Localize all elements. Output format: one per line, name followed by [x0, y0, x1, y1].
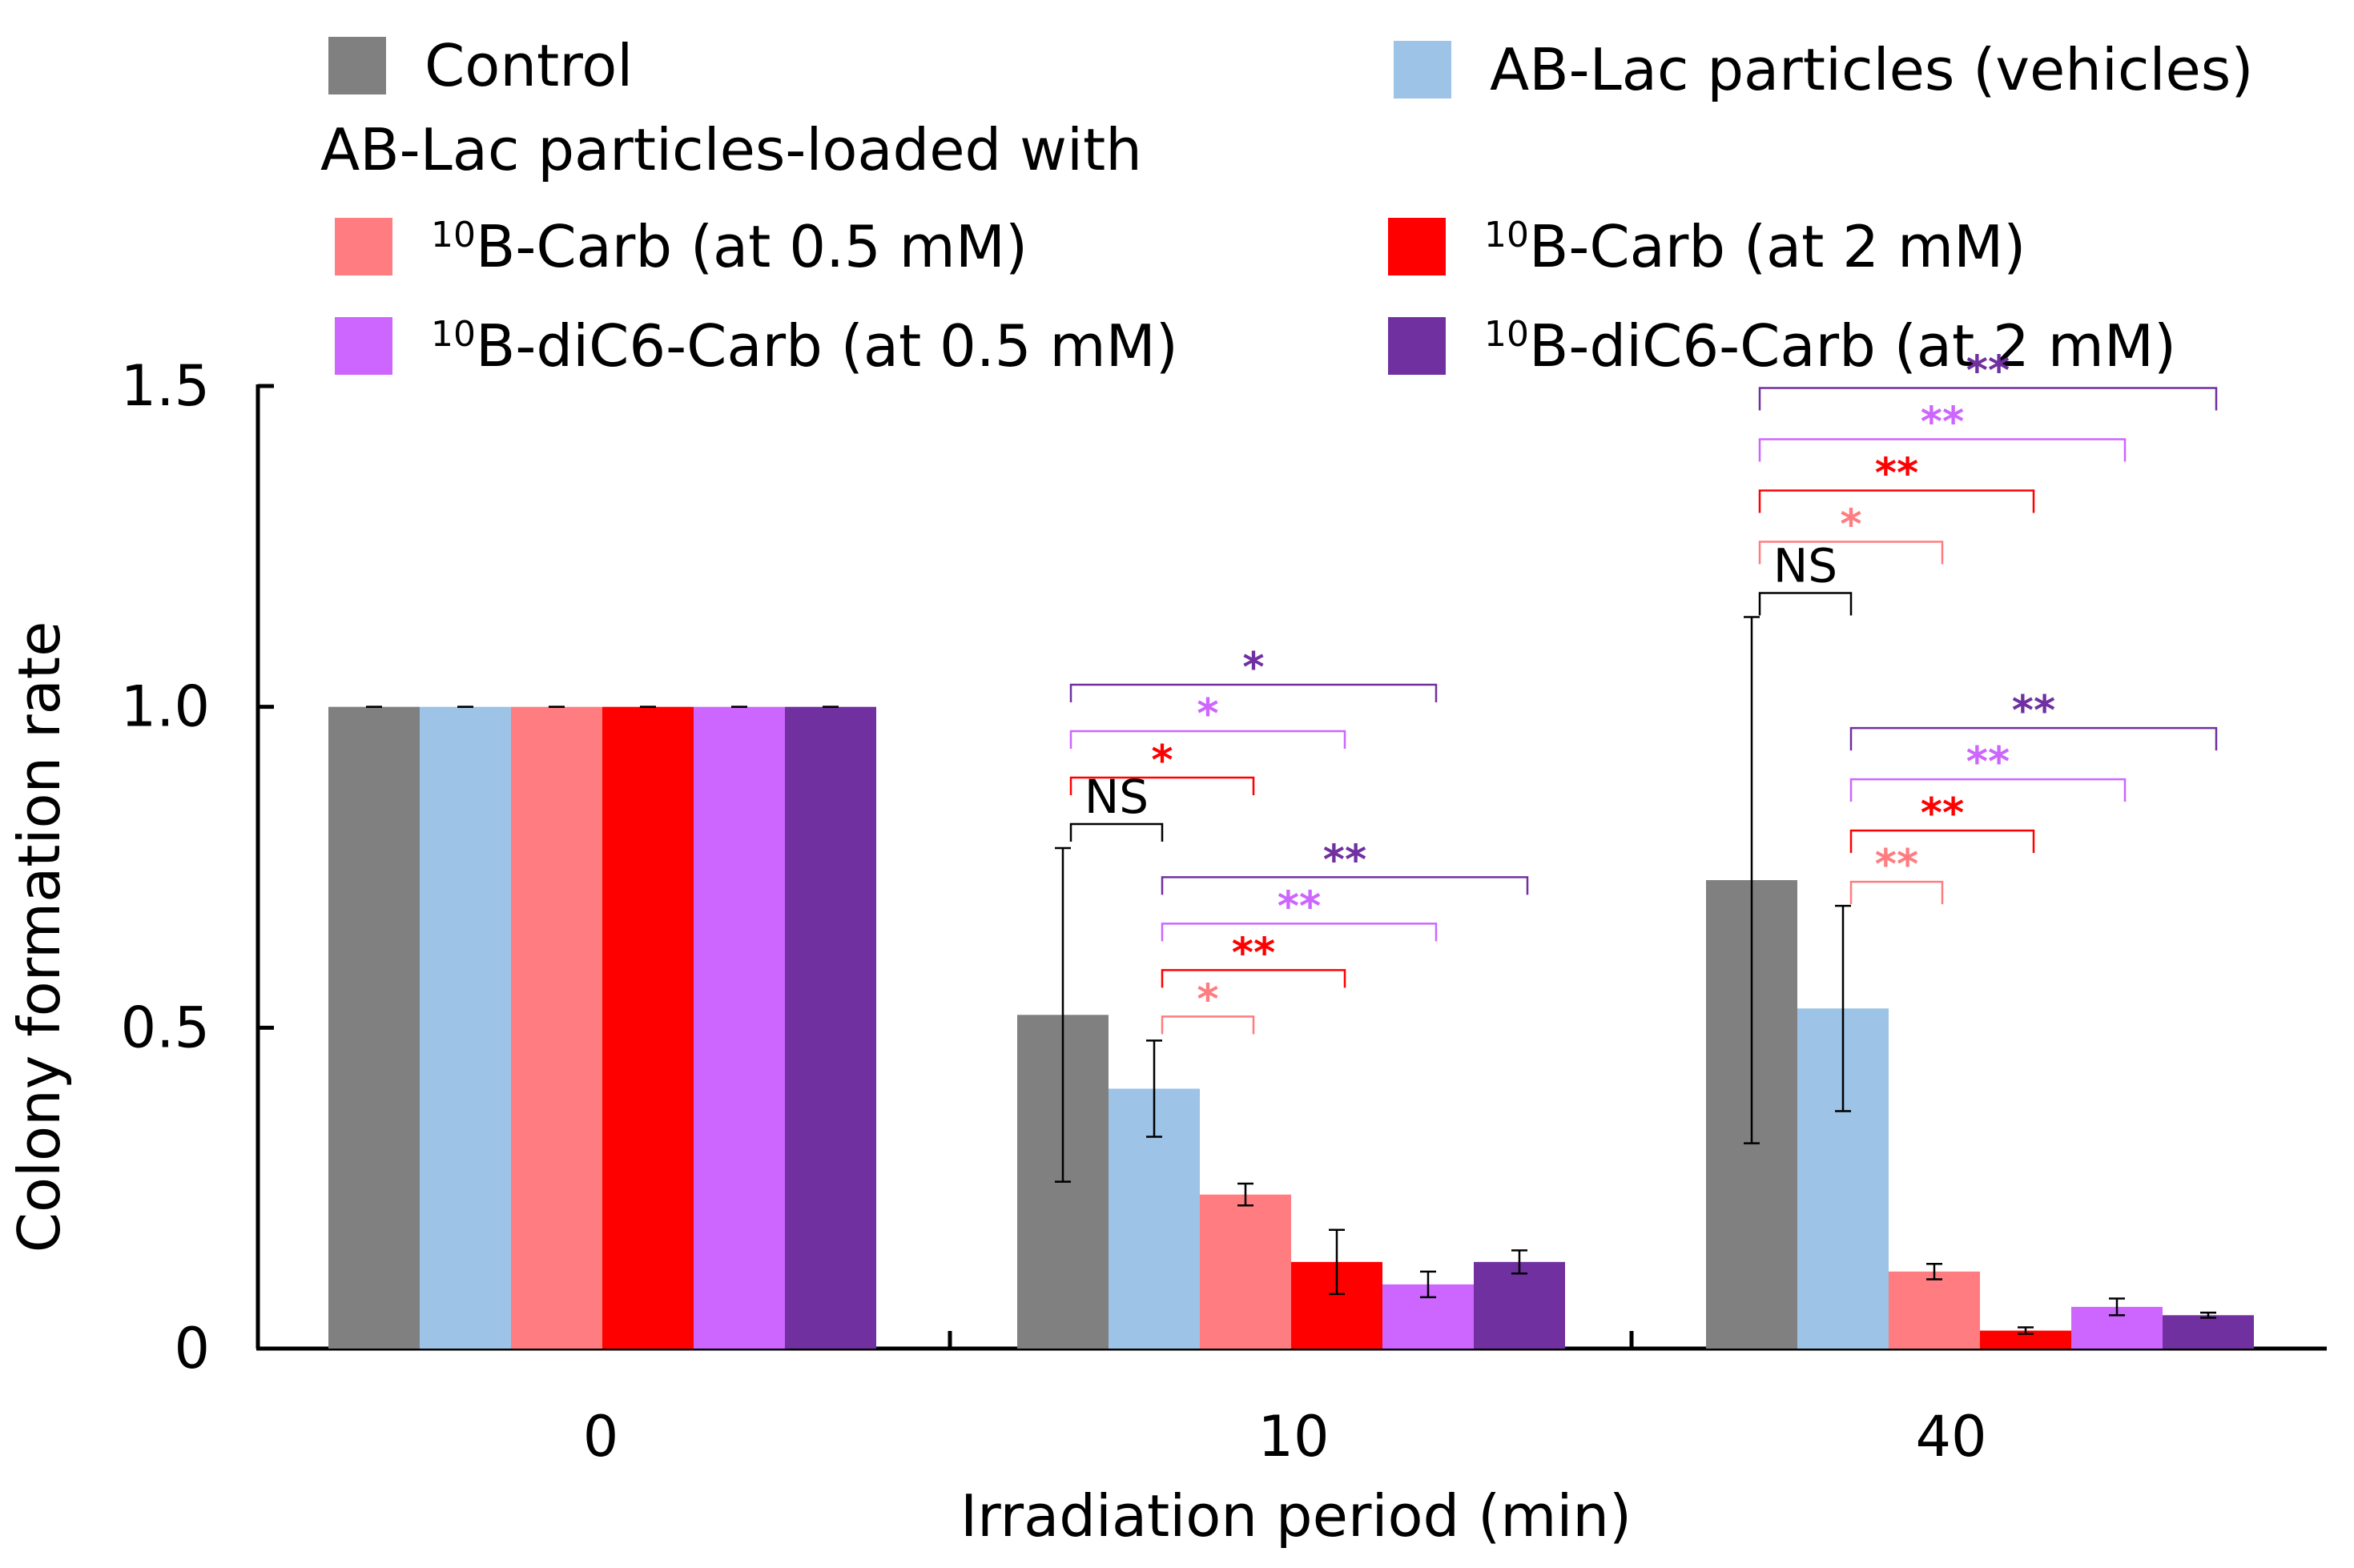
legend-item-dic6-0-5: 10B-diC6-Carb (at 0.5 mM)	[335, 312, 1178, 380]
y-tick-label: 1.5	[121, 353, 210, 419]
legend-label: Control	[425, 32, 634, 99]
significance-bracket	[1849, 829, 2035, 854]
legend-item-dic6-2: 10B-diC6-Carb (at 2 mM)	[1388, 312, 2177, 380]
y-tick-label: 0	[174, 1316, 210, 1381]
legend-label: AB-Lac particles (vehicles)	[1490, 36, 2254, 103]
significance-label: *	[1197, 975, 1218, 1023]
legend-item-carb-0-5: 10B-Carb (at 0.5 mM)	[335, 213, 1028, 280]
x-tick-label: 0	[583, 1404, 619, 1469]
significance-bracket	[1069, 822, 1164, 842]
x-axis: 0 10 40	[256, 1331, 2327, 1469]
significance-bracket	[1161, 1015, 1255, 1035]
significance-label: *	[1197, 690, 1218, 738]
significance-bracket	[1161, 969, 1346, 988]
legend-swatch	[335, 218, 392, 275]
significance-label: *	[1242, 644, 1264, 692]
bar	[1889, 1271, 1980, 1349]
significance-bracket	[1849, 726, 2218, 751]
significance-label: **	[1323, 836, 1366, 884]
legend-swatch	[335, 317, 392, 375]
significance-label: *	[1151, 737, 1173, 785]
legend-heading: AB-Lac particles-loaded with	[320, 116, 1142, 183]
significance-bracket	[1069, 683, 1438, 702]
significance-bracket	[1758, 387, 2218, 411]
bar	[420, 706, 511, 1349]
legend-item-control: Control	[328, 32, 634, 99]
significance-label: **	[1232, 929, 1275, 977]
bars	[328, 706, 2254, 1349]
bar	[602, 706, 694, 1349]
significance-label: NS	[1773, 538, 1837, 593]
significance-bracket	[1161, 876, 1529, 895]
bar	[1980, 1330, 2071, 1349]
significance-bracket	[1849, 880, 1944, 905]
legend-swatch	[1394, 41, 1451, 99]
bar	[1200, 1194, 1291, 1349]
significance-bracket	[1758, 541, 1944, 565]
legend-label: 10B-Carb (at 0.5 mM)	[431, 213, 1028, 280]
legend-label: 10B-diC6-Carb (at 0.5 mM)	[431, 312, 1178, 380]
bar	[511, 706, 602, 1349]
legend-item-vehicles: AB-Lac particles (vehicles)	[1394, 36, 2254, 103]
legend-item-carb-2: 10B-Carb (at 2 mM)	[1388, 213, 2026, 280]
significance-label: **	[1966, 347, 2010, 395]
significance-label: *	[1840, 501, 1861, 549]
y-tick-label: 0.5	[121, 995, 210, 1060]
significance-label: **	[1921, 398, 1964, 446]
significance-bracket	[1758, 489, 2035, 513]
significance-bracket	[1069, 730, 1346, 749]
significance-bracket	[1069, 776, 1255, 795]
bar	[1474, 1261, 1565, 1349]
significance-label: **	[1966, 738, 2010, 786]
bar	[694, 706, 785, 1349]
significance-bracket	[1849, 778, 2127, 802]
legend-label: 10B-Carb (at 2 mM)	[1484, 213, 2026, 280]
significance-label: **	[2012, 687, 2055, 735]
significance-label: **	[1278, 883, 1321, 931]
legend-swatch	[328, 37, 386, 94]
y-tick-label: 1.0	[121, 674, 210, 740]
bar	[328, 706, 420, 1349]
significance-bracket	[1161, 923, 1438, 942]
error-bars	[366, 616, 2216, 1335]
legend-label: 10B-diC6-Carb (at 2 mM)	[1484, 312, 2177, 380]
legend-swatch	[1388, 317, 1446, 375]
significance-bracket	[1758, 438, 2127, 462]
x-tick-label: 40	[1915, 1404, 1986, 1469]
significance-label: **	[1921, 790, 1964, 838]
significance-bracket	[1758, 592, 1853, 616]
significance-label: NS	[1084, 770, 1149, 824]
x-axis-label: Irradiation period (min)	[960, 1482, 1632, 1550]
y-axis: 0 0.5 1.0 1.5	[121, 353, 274, 1381]
significance-label: **	[1875, 449, 1918, 497]
significance-brackets: NS**********NS***************	[1069, 347, 2218, 1035]
legend-swatch	[1388, 218, 1446, 275]
x-tick-label: 10	[1257, 1404, 1329, 1469]
y-axis-label: Colony formation rate	[6, 621, 73, 1253]
significance-label: **	[1875, 841, 1918, 889]
bar	[2163, 1315, 2254, 1349]
bar	[785, 706, 876, 1349]
